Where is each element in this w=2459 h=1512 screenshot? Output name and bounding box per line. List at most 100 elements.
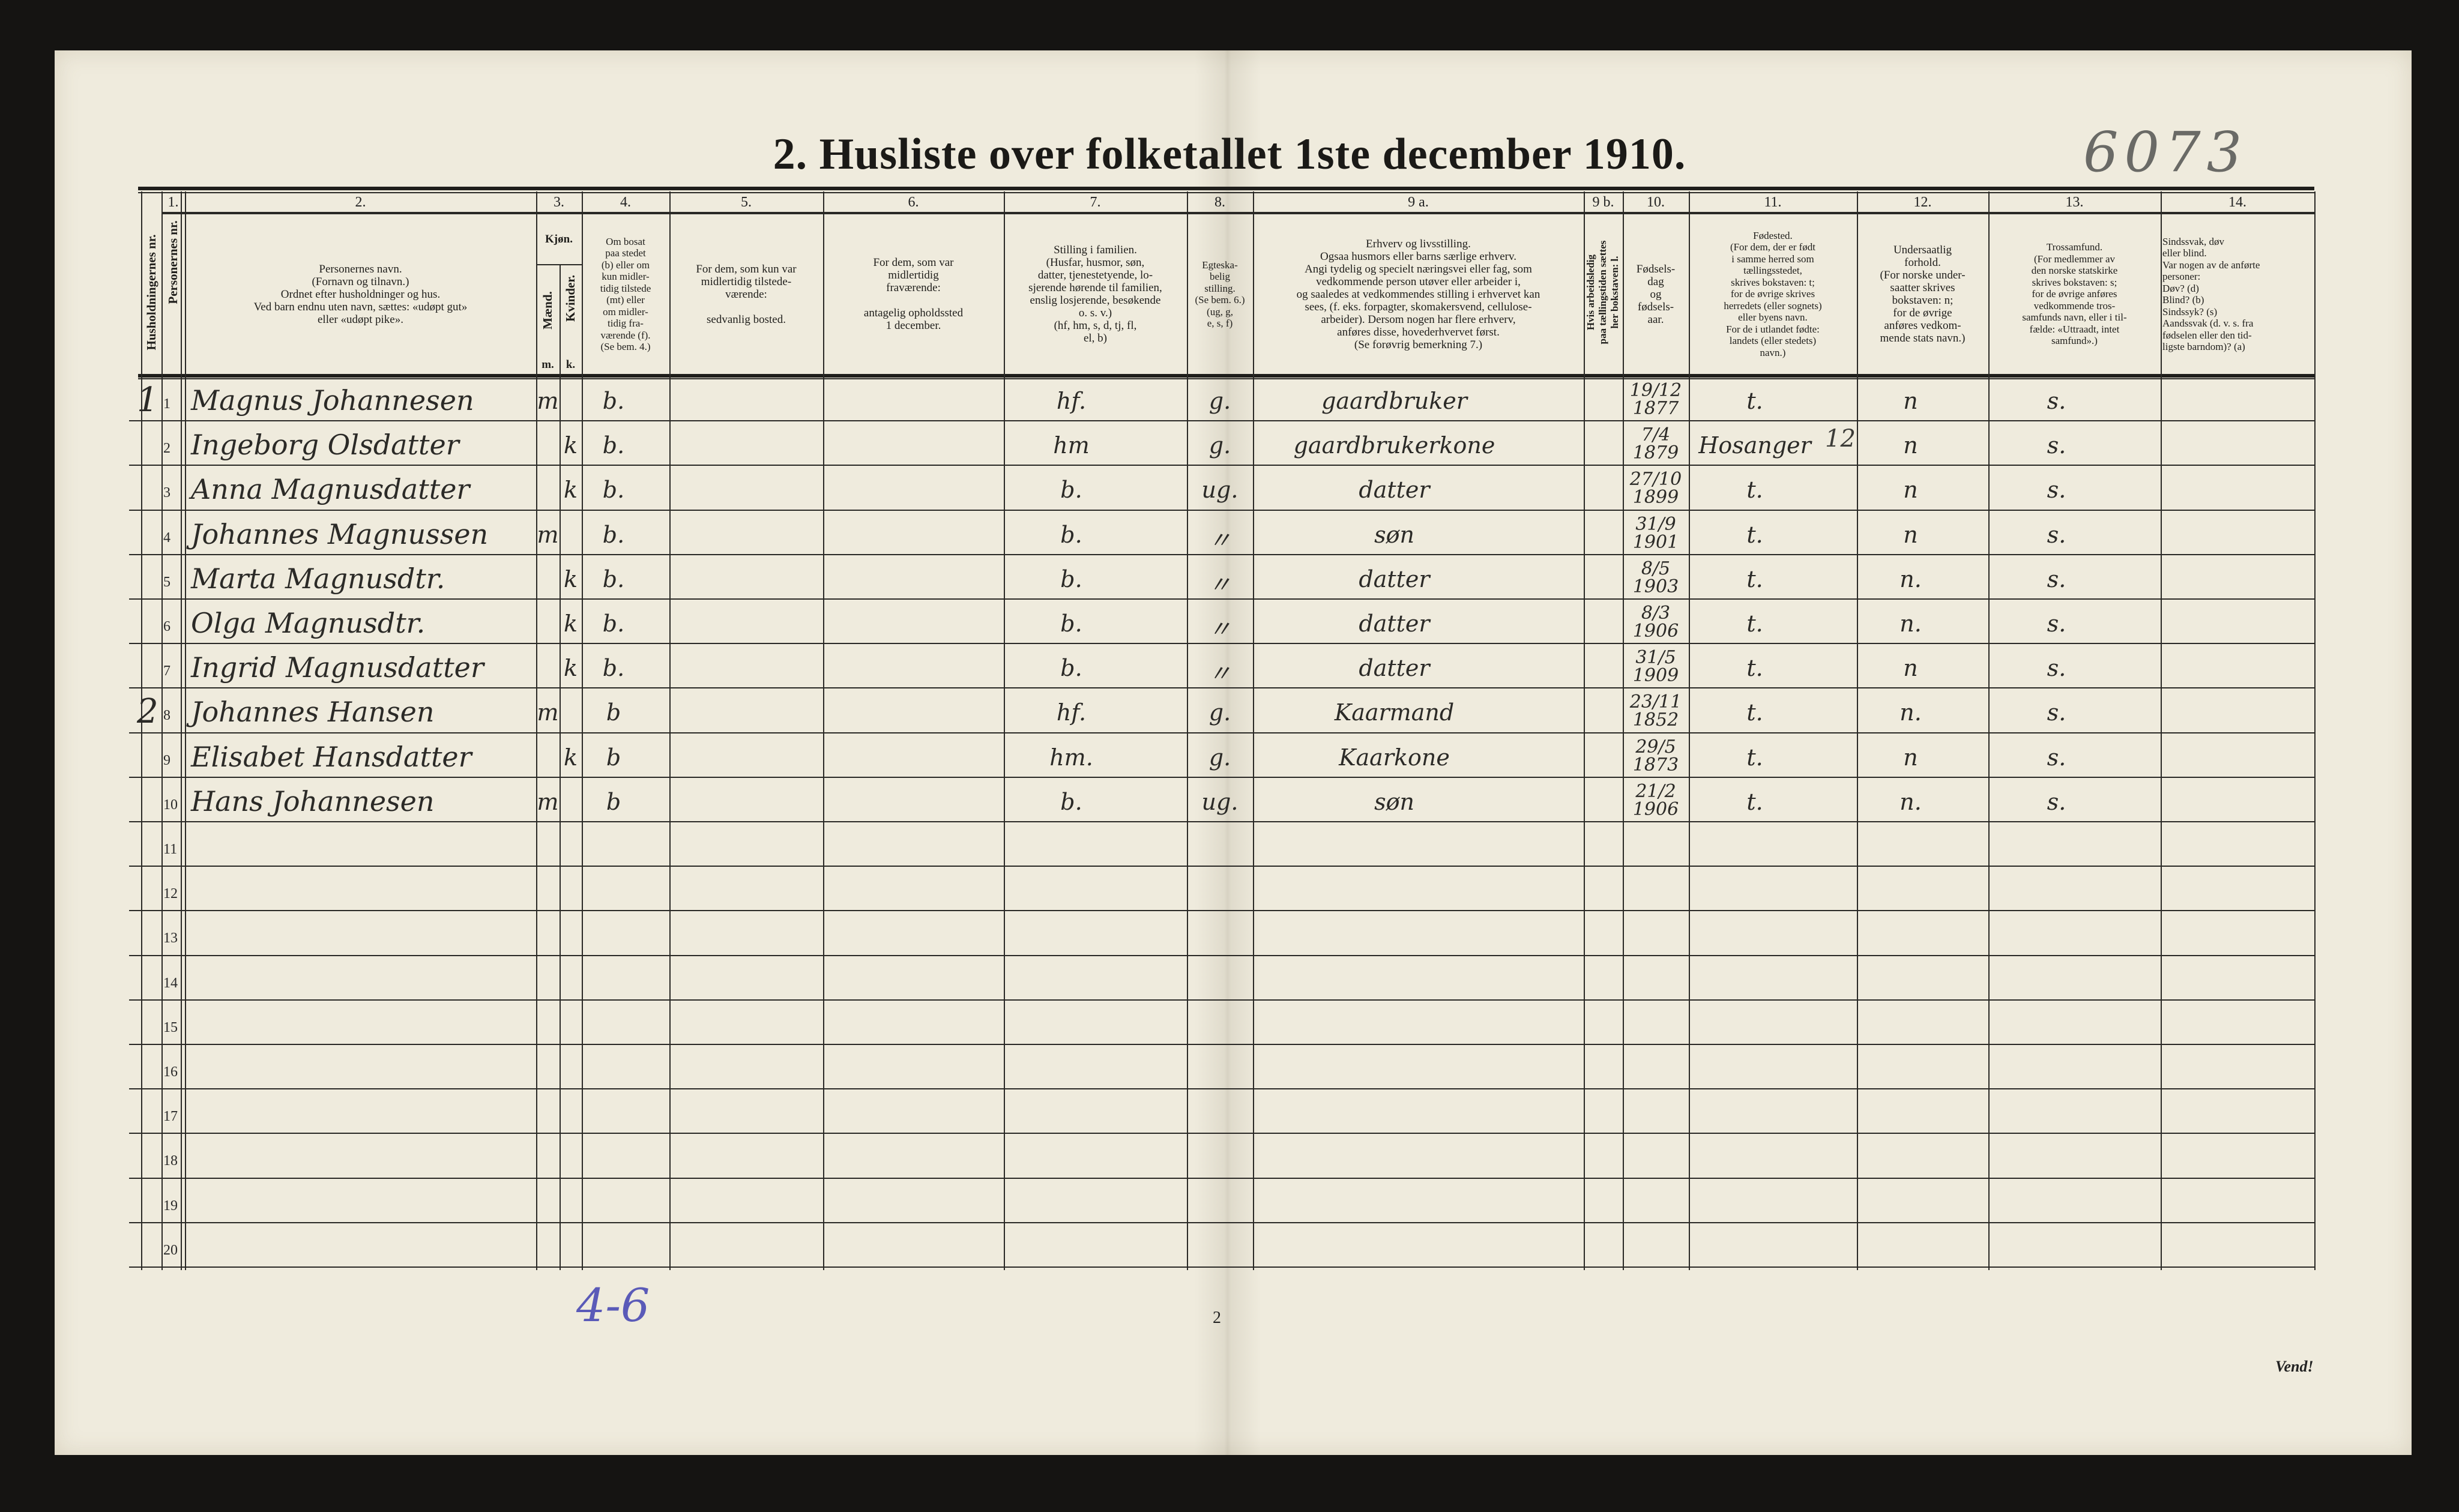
column-number: 3.	[554, 194, 564, 210]
column-rule	[823, 191, 824, 1270]
birthplace: Hosanger	[1698, 432, 1811, 459]
column-rule	[1988, 191, 1990, 1270]
birth-date: 23/11 1852	[1629, 691, 1682, 731]
row-rule	[129, 687, 2314, 689]
header-marital: Egteska- belig stilling. (Se bem. 6.) (u…	[1195, 259, 1245, 330]
row-rule	[129, 509, 2314, 511]
column-rule	[582, 191, 583, 1270]
row-number: 6	[163, 619, 170, 634]
row-rule	[129, 1088, 2314, 1090]
row-number: 12	[163, 886, 178, 902]
religion: s.	[2047, 655, 2066, 682]
column-rule	[1187, 191, 1188, 1270]
family-position: b.	[1060, 521, 1082, 548]
column-rule	[1253, 191, 1254, 1270]
birthplace: t.	[1746, 565, 1763, 592]
column-number: 1.	[167, 194, 179, 210]
residence-status: b.	[602, 655, 625, 682]
column-rule	[2314, 191, 2316, 1270]
person-name: Anna Magnusdatter	[191, 473, 470, 506]
row-number: 13	[163, 930, 178, 947]
residence-status: b.	[602, 610, 625, 637]
family-position: hf.	[1056, 699, 1087, 726]
row-rule	[129, 866, 2314, 867]
marital-status: 〃	[1208, 571, 1231, 598]
header-family-position: Stilling i familien. (Husfar, husmor, sø…	[1028, 244, 1162, 345]
column-rule	[669, 191, 671, 1270]
citizenship: n	[1903, 388, 1918, 414]
person-name: Ingeborg Olsdatter	[191, 429, 459, 462]
header-male: Mænd.	[540, 291, 555, 330]
sex-female: k	[563, 655, 578, 682]
row-rule	[129, 1133, 2314, 1134]
birthplace: t.	[1746, 699, 1763, 726]
occupation: gaardbruker	[1321, 388, 1467, 414]
row-number: 4	[163, 529, 170, 546]
marital-status: 〃	[1208, 660, 1231, 687]
birth-date: 8/3 1906	[1632, 603, 1679, 642]
column-number: 9 a.	[1408, 194, 1429, 210]
header-male-abbr: m.	[542, 358, 554, 371]
birth-date: 31/9 1901	[1632, 513, 1679, 553]
header-bottom-rule-thin	[138, 378, 2314, 379]
family-position: b.	[1060, 565, 1082, 592]
row-rule	[129, 999, 2314, 1001]
header-household-nr: Husholdningernes nr.	[144, 234, 158, 351]
row-number: 18	[163, 1153, 178, 1169]
header-name: Personernes navn. (Fornavn og tilnavn.) …	[253, 262, 468, 326]
header-sex: Kjøn.	[545, 232, 573, 245]
column-number: 4.	[620, 194, 631, 210]
column-rule	[161, 191, 163, 1270]
marital-status: 〃	[1208, 616, 1231, 642]
citizenship: n	[1903, 432, 1918, 459]
column-rule	[1004, 191, 1005, 1270]
column-number: 8.	[1214, 194, 1225, 210]
column-number: 5.	[741, 194, 752, 210]
row-number: 20	[163, 1242, 178, 1258]
column-number: 11.	[1764, 194, 1782, 210]
birthplace: t.	[1746, 477, 1763, 504]
row-rule	[129, 954, 2314, 956]
row-number: 8	[163, 708, 170, 724]
occupation: Kaarkone	[1339, 744, 1450, 771]
person-name: Elisabet Hansdatter	[191, 740, 472, 773]
family-position: b.	[1060, 788, 1082, 815]
person-name: Ingrid Magnusdatter	[191, 651, 484, 684]
marital-status: g.	[1208, 388, 1231, 414]
row-rule	[129, 732, 2314, 733]
sex-male: m	[537, 788, 559, 815]
religion: s.	[2047, 432, 2066, 459]
sex-female: k	[563, 477, 578, 504]
birthplace-pencil-mark: 12	[1825, 425, 1856, 453]
row-number: 7	[163, 663, 170, 679]
row-number: 17	[163, 1109, 178, 1125]
religion: s.	[2047, 521, 2066, 548]
birthplace: t.	[1746, 388, 1763, 414]
sex-male: m	[537, 388, 559, 414]
column-rule	[536, 191, 537, 1270]
header-religion: Trossamfund. (For medlemmer av den norsk…	[2022, 241, 2127, 347]
row-number: 5	[163, 574, 170, 590]
row-number: 10	[163, 797, 178, 813]
citizenship: n.	[1899, 610, 1922, 637]
header-female: Kvinder.	[563, 275, 578, 322]
column-number: 13.	[2065, 194, 2084, 210]
sex-female: k	[563, 432, 578, 459]
citizenship: n	[1903, 655, 1918, 682]
header-temp-absent: For dem, som var midlertidig fraværende:…	[863, 256, 964, 332]
family-position: b.	[1060, 655, 1082, 682]
citizenship: n.	[1899, 788, 1922, 815]
column-rule-double	[181, 191, 182, 1270]
person-name: Marta Magnusdtr.	[191, 562, 445, 595]
person-name: Magnus Johannesen	[191, 384, 474, 417]
birthplace: t.	[1746, 744, 1763, 771]
column-rule	[1623, 191, 1624, 1270]
sex-male: m	[537, 521, 559, 548]
row-rule	[129, 598, 2314, 600]
row-number: 11	[163, 842, 178, 857]
page-number: 2	[1213, 1309, 1221, 1327]
margin-note: 4-6	[576, 1279, 650, 1332]
column-number: 6.	[908, 194, 919, 210]
person-name: Johannes Magnussen	[191, 517, 489, 550]
row-rule	[129, 821, 2314, 822]
